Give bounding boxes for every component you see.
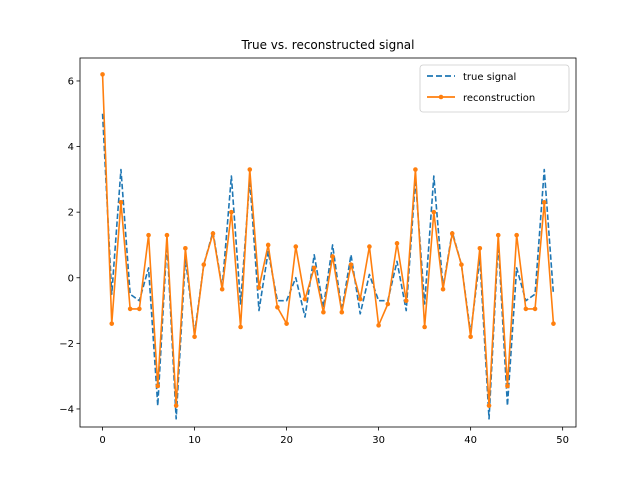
reconstruction-point xyxy=(229,209,234,215)
reconstruction-point xyxy=(422,324,427,330)
plot-area xyxy=(79,57,577,428)
chart-title: True vs. reconstructed signal xyxy=(241,38,415,52)
reconstruction-point xyxy=(449,231,455,236)
reconstruction-point xyxy=(192,334,197,340)
reconstruction-point xyxy=(514,232,519,238)
reconstruction-point xyxy=(219,286,225,292)
reconstruction-point xyxy=(431,209,437,215)
reconstruction-point xyxy=(210,231,216,236)
reconstruction-point xyxy=(293,244,299,249)
reconstruction-point xyxy=(339,309,345,315)
y-tick-label: 4 xyxy=(68,142,74,153)
y-tick-label: 6 xyxy=(68,76,74,87)
reconstruction-point xyxy=(256,285,262,290)
reconstruction-point xyxy=(367,244,372,249)
reconstruction-point xyxy=(284,321,289,326)
x-tick-label: 30 xyxy=(372,435,385,446)
legend: true signal reconstruction xyxy=(419,64,570,113)
series-layer xyxy=(100,72,556,420)
reconstruction-point xyxy=(551,321,556,326)
reconstruction-point xyxy=(357,296,363,302)
x-tick-label: 40 xyxy=(464,435,477,446)
reconstruction-point xyxy=(311,265,317,271)
reconstruction-point xyxy=(532,306,538,312)
reconstruction-point xyxy=(164,232,170,238)
legend-reconstruction-label: reconstruction xyxy=(463,93,535,104)
reconstruction-point xyxy=(413,167,418,172)
reconstruction-point xyxy=(403,298,409,304)
y-tick-label: −4 xyxy=(59,404,74,415)
x-tick-label: 20 xyxy=(280,435,293,446)
series-line-reconstruction xyxy=(101,74,555,407)
y-axis: −4 −2 0 2 4 6 xyxy=(59,76,80,415)
x-axis: 0 10 20 30 40 50 xyxy=(99,427,569,446)
reconstruction-point xyxy=(173,403,179,408)
x-tick-label: 10 xyxy=(188,435,201,446)
plot-frame xyxy=(79,57,577,428)
reconstruction-point xyxy=(321,309,326,315)
reconstruction-point xyxy=(201,262,207,267)
reconstruction-point xyxy=(394,241,400,246)
reconstruction-point xyxy=(385,301,391,307)
reconstruction-point xyxy=(137,306,142,312)
x-tick-label: 0 xyxy=(99,435,105,446)
reconstruction-point xyxy=(348,262,354,267)
reconstruction-point xyxy=(100,72,105,77)
reconstruction-point xyxy=(495,232,501,238)
x-tick-label: 50 xyxy=(556,435,569,446)
reconstruction-point xyxy=(440,286,446,292)
y-tick-label: 0 xyxy=(68,273,74,284)
series-line-true-signal xyxy=(101,113,555,420)
reconstruction-point xyxy=(302,296,308,302)
reconstruction-point xyxy=(275,304,280,310)
reconstruction-point xyxy=(330,254,335,259)
reconstruction-point xyxy=(238,324,243,330)
legend-true-signal-label: true signal xyxy=(463,72,516,83)
reconstruction-point xyxy=(118,200,124,205)
legend-frame xyxy=(419,64,570,113)
reconstruction-point xyxy=(459,262,464,267)
reconstruction-point xyxy=(109,321,115,326)
reconstruction-point xyxy=(523,306,529,312)
y-tick-label: −2 xyxy=(59,339,74,350)
reconstruction-point xyxy=(505,383,510,389)
reconstruction-point xyxy=(468,334,473,340)
reconstruction-point xyxy=(247,167,253,172)
legend-reconstruction-marker xyxy=(438,94,444,100)
reconstruction-point xyxy=(477,245,483,251)
reconstruction-point xyxy=(541,200,547,205)
reconstruction-point xyxy=(265,242,271,248)
reconstruction-point xyxy=(146,232,151,238)
reconstruction-point xyxy=(127,306,133,312)
reconstruction-point xyxy=(376,323,381,328)
reconstruction-point xyxy=(183,245,188,251)
y-tick-label: 2 xyxy=(68,208,74,219)
reconstruction-point xyxy=(155,383,161,389)
reconstruction-point xyxy=(486,403,492,408)
